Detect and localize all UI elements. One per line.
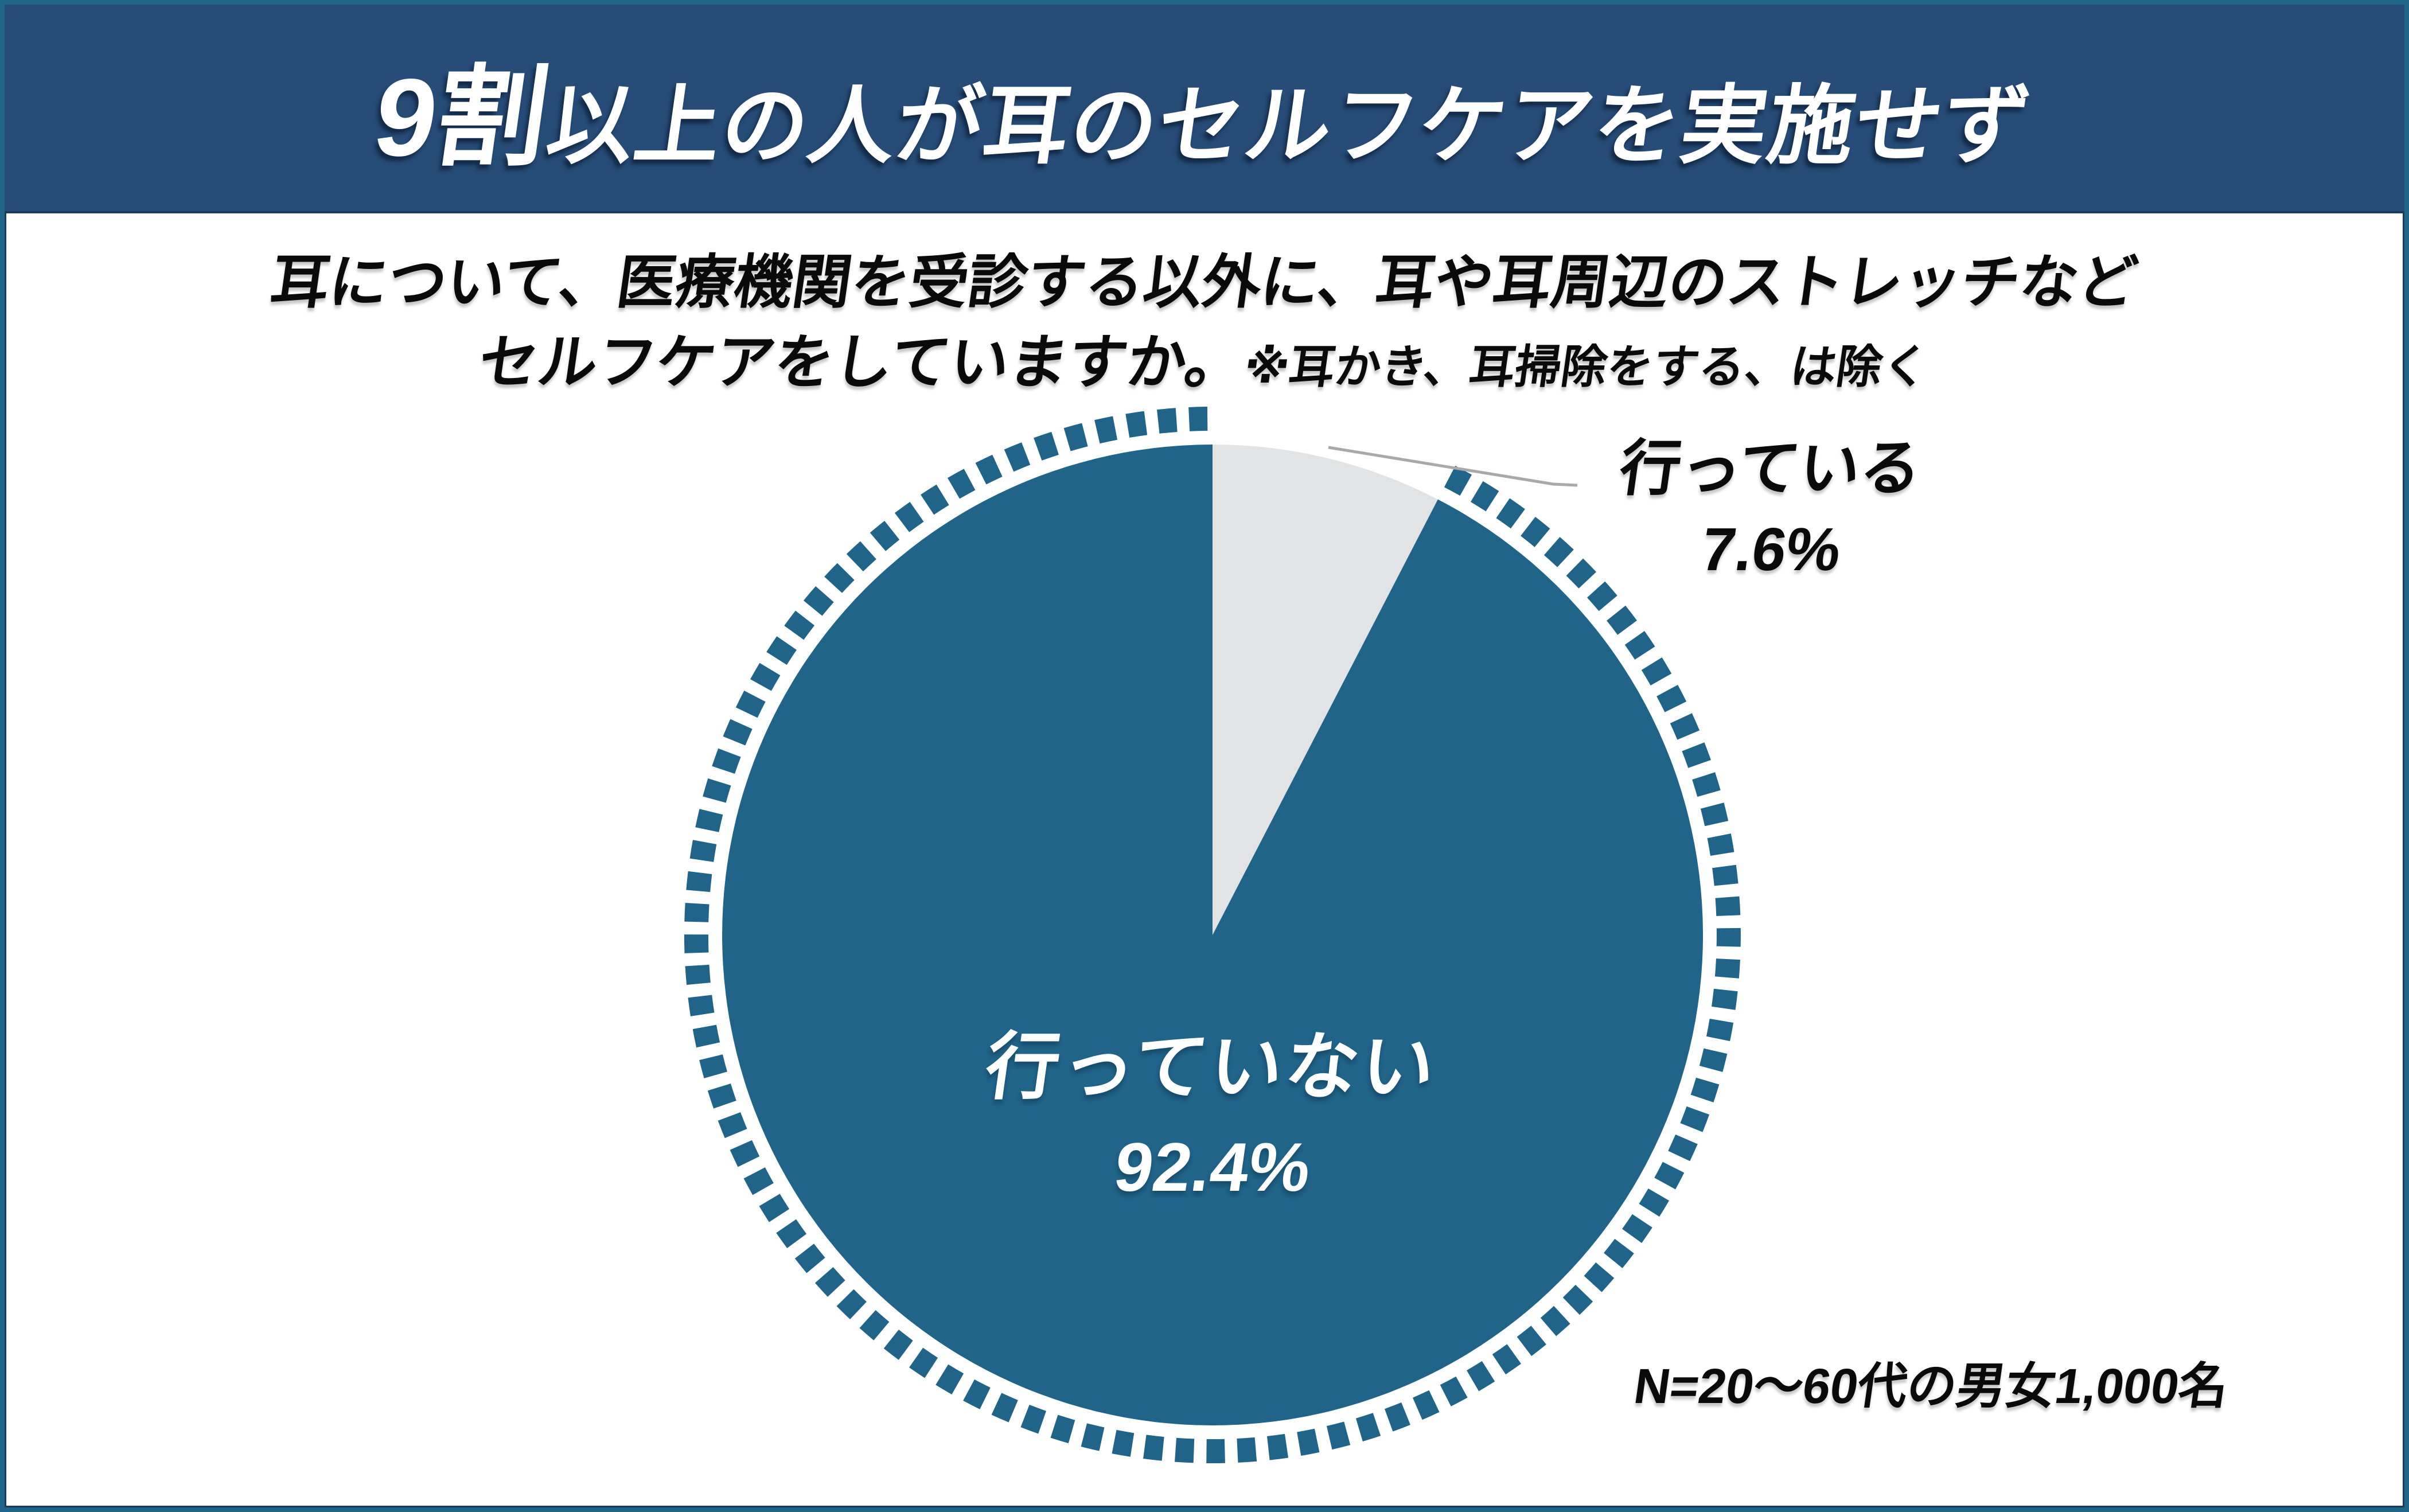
slice-label-big: 行っていない xyxy=(980,1026,1443,1108)
slice-value-big: 92.4% xyxy=(1109,1129,1316,1206)
sample-size-note: N=20〜60代の男女1,000名 xyxy=(1630,1359,2232,1414)
slice-value-small: 7.6% xyxy=(1697,516,1846,583)
pie-slice xyxy=(1213,445,1438,935)
dotted-ring xyxy=(684,407,1741,1463)
pie-chart xyxy=(684,407,1741,1463)
dotted-ring-arc xyxy=(684,407,1741,1463)
leader-line xyxy=(1328,446,1578,487)
pie-slice xyxy=(722,445,1704,1425)
pie-slices xyxy=(722,445,1704,1425)
title-bar: 9割以上の人が耳のセルフケアを実施せず xyxy=(5,5,2404,213)
slice-label-small: 行っている xyxy=(1615,435,1926,502)
